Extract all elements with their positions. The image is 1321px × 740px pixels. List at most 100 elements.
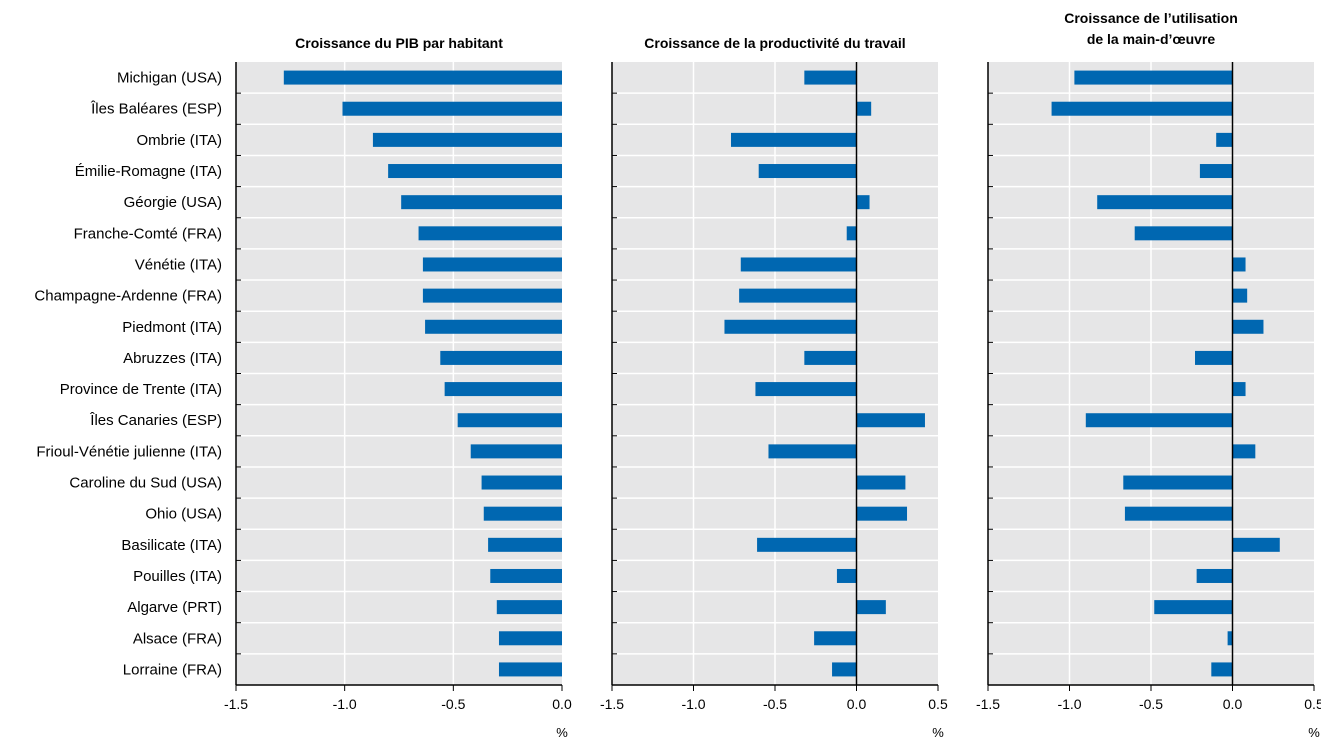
x-tick-label: 0.0: [552, 696, 572, 712]
x-tick-label: -1.0: [681, 696, 705, 712]
bar: [856, 600, 886, 615]
bar: [804, 350, 857, 365]
bar: [488, 537, 562, 552]
bar: [1232, 444, 1256, 459]
bar: [836, 568, 857, 583]
bar: [1216, 132, 1233, 147]
category-label: Champagne-Ardenne (FRA): [34, 288, 222, 305]
bar: [401, 195, 562, 210]
category-label: Ohio (USA): [145, 506, 222, 523]
bar: [1196, 568, 1233, 583]
bar: [832, 662, 857, 677]
bar: [724, 319, 857, 334]
x-tick-label: -1.0: [1057, 696, 1081, 712]
bar: [490, 568, 562, 583]
bar: [1134, 226, 1233, 241]
category-label: Géorgie (USA): [124, 194, 222, 211]
category-label: Piedmont (ITA): [122, 319, 222, 336]
bar: [755, 382, 857, 397]
bar: [1232, 382, 1246, 397]
panel-title: de la main-d’œuvre: [1087, 31, 1216, 47]
bar: [846, 226, 857, 241]
bar: [1232, 257, 1246, 272]
category-label: Michigan (USA): [117, 70, 222, 87]
category-label: Alsace (FRA): [133, 630, 222, 647]
bar: [757, 537, 857, 552]
category-label: Frioul-Vénétie julienne (ITA): [36, 443, 222, 460]
bar: [1232, 288, 1248, 303]
bar: [856, 475, 906, 490]
bar: [388, 164, 562, 179]
x-unit-label: %: [1308, 725, 1320, 740]
bar: [498, 631, 562, 646]
category-label: Vénétie (ITA): [135, 256, 222, 273]
x-tick-label: -1.5: [976, 696, 1000, 712]
x-tick-label: 0.0: [1223, 696, 1243, 712]
bar: [425, 319, 562, 334]
x-unit-label: %: [556, 725, 568, 740]
bar: [342, 101, 562, 116]
x-tick-label: 0.5: [928, 696, 948, 712]
bar: [856, 101, 872, 116]
category-label: Province de Trente (ITA): [60, 381, 222, 398]
x-tick-label: -0.5: [1139, 696, 1163, 712]
bar: [440, 350, 562, 365]
bar: [856, 195, 870, 210]
bar: [283, 70, 562, 85]
category-label: Pouilles (ITA): [133, 568, 222, 585]
x-unit-label: %: [932, 725, 944, 740]
bar: [814, 631, 857, 646]
bar: [422, 288, 562, 303]
bar: [372, 132, 562, 147]
bar: [444, 382, 562, 397]
bar: [739, 288, 857, 303]
panel-title: Croissance du PIB par habitant: [295, 35, 503, 51]
category-label: Ombrie (ITA): [136, 132, 222, 149]
x-tick-label: 0.5: [1304, 696, 1321, 712]
category-label: Lorraine (FRA): [123, 661, 222, 678]
bar: [856, 413, 925, 428]
bar: [1211, 662, 1233, 677]
bar: [758, 164, 857, 179]
x-tick-label: 0.0: [847, 696, 867, 712]
bar: [1199, 164, 1233, 179]
bar: [457, 413, 562, 428]
category-label: Caroline du Sud (USA): [69, 475, 222, 492]
bar: [730, 132, 857, 147]
bar: [1232, 319, 1264, 334]
panel-title: Croissance de la productivité du travail: [644, 35, 905, 51]
bar: [856, 506, 908, 521]
bar: [498, 662, 562, 677]
bar: [1123, 475, 1233, 490]
category-label: Franche-Comté (FRA): [74, 225, 222, 242]
category-label: Îles Baléares (ESP): [90, 101, 222, 118]
bar: [1051, 101, 1233, 116]
bar: [1232, 537, 1280, 552]
category-label: Îles Canaries (ESP): [89, 412, 222, 429]
x-tick-label: -0.5: [441, 696, 465, 712]
bar: [1097, 195, 1233, 210]
bar: [496, 600, 562, 615]
category-label: Émilie-Romagne (ITA): [75, 163, 222, 180]
x-tick-label: -1.5: [600, 696, 624, 712]
bar: [1227, 631, 1233, 646]
bar: [768, 444, 857, 459]
bar: [483, 506, 562, 521]
x-tick-label: -1.0: [333, 696, 357, 712]
bar: [1124, 506, 1233, 521]
panel-title: Croissance de l’utilisation: [1064, 10, 1238, 26]
bar: [481, 475, 562, 490]
category-label: Algarve (PRT): [127, 599, 222, 616]
category-label: Basilicate (ITA): [121, 537, 222, 554]
bar: [1154, 600, 1233, 615]
bar: [1085, 413, 1233, 428]
bar: [1074, 70, 1233, 85]
bar: [418, 226, 562, 241]
x-tick-label: -1.5: [224, 696, 248, 712]
bar: [740, 257, 857, 272]
bar: [1195, 350, 1233, 365]
bar: [422, 257, 562, 272]
x-tick-label: -0.5: [763, 696, 787, 712]
category-label: Abruzzes (ITA): [123, 350, 222, 367]
